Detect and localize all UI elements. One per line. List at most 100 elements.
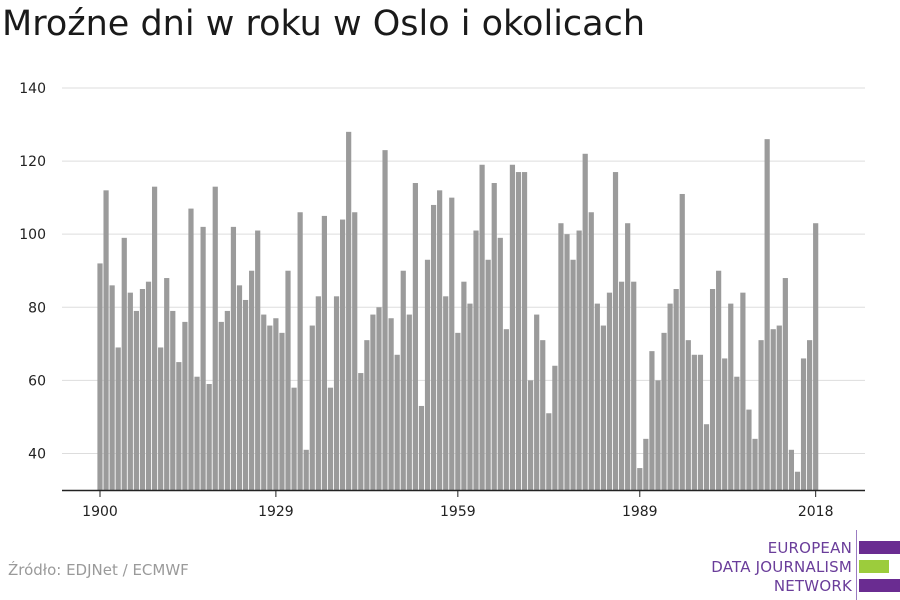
bar-1997	[685, 340, 691, 490]
bar-1941	[346, 131, 352, 490]
bar-1985	[612, 172, 619, 491]
bar-1933	[297, 212, 303, 490]
bar-1991	[649, 351, 655, 490]
bars	[97, 131, 819, 491]
bar-1951	[406, 314, 412, 490]
bar-2017	[807, 340, 813, 490]
bar-2000	[703, 424, 710, 490]
bar-1967	[503, 329, 509, 490]
x-tick-label: 1900	[82, 504, 118, 520]
bar-2015	[794, 471, 801, 490]
bar-1986	[618, 281, 625, 490]
bar-1925	[249, 270, 255, 490]
y-tick-label: 40	[28, 446, 46, 462]
bar-1965	[491, 183, 497, 490]
bar-1914	[182, 321, 188, 490]
bar-2006	[740, 292, 746, 490]
bar-1992	[655, 380, 661, 490]
bar-1995	[673, 289, 679, 490]
bar-1960	[461, 281, 467, 490]
logo-bar-2	[859, 560, 889, 573]
bar-1964	[485, 259, 491, 490]
y-tick-label: 140	[19, 81, 46, 97]
bar-1961	[467, 303, 473, 490]
x-tick-label: 1929	[258, 504, 294, 520]
bar-1926	[255, 230, 261, 490]
bar-1923	[236, 285, 243, 490]
y-axis-labels: 40 60 80 100 120 140	[19, 81, 46, 462]
bar-1915	[188, 208, 194, 490]
logo-line-1: EUROPEAN	[767, 539, 852, 557]
bar-1938	[327, 387, 334, 490]
x-axis-labels: 1900 1929 1959 1989 2018	[82, 490, 833, 520]
bar-1983	[600, 325, 606, 490]
bar-1944	[364, 340, 370, 490]
bar-1906	[133, 310, 139, 490]
bar-1994	[667, 303, 673, 490]
bar-1981	[588, 212, 594, 490]
bar-2009	[758, 340, 764, 490]
bar-1954	[424, 259, 431, 490]
bar-1962	[473, 230, 479, 490]
bar-1924	[242, 299, 249, 490]
bar-2012	[776, 325, 782, 490]
bar-1957	[443, 296, 449, 490]
bar-1968	[509, 164, 516, 490]
bar-2001	[709, 289, 716, 490]
bar-1949	[394, 354, 400, 490]
y-tick-label: 120	[19, 154, 46, 170]
bar-1953	[418, 405, 425, 490]
bar-1952	[412, 183, 418, 490]
bar-1919	[212, 186, 218, 491]
bar-1984	[606, 292, 613, 490]
bar-1945	[370, 314, 376, 490]
bar-2011	[770, 329, 776, 490]
bar-2003	[722, 358, 728, 490]
bar-1947	[382, 150, 388, 490]
bar-1972	[534, 314, 540, 490]
bar-1912	[170, 310, 176, 490]
bar-1903	[115, 347, 121, 490]
y-tick-label: 100	[19, 227, 46, 243]
bar-1990	[643, 438, 649, 490]
bar-1996	[679, 193, 685, 491]
bar-1999	[697, 354, 704, 490]
y-tick-label: 80	[28, 300, 46, 316]
bar-1950	[400, 270, 406, 490]
bar-2008	[752, 438, 758, 490]
bar-1900	[97, 263, 103, 490]
logo-bar-3	[859, 579, 900, 592]
bar-1907	[139, 289, 146, 490]
bar-1937	[321, 215, 327, 490]
source-note: Źródło: EDJNet / ECMWF	[8, 561, 189, 579]
bar-1993	[661, 332, 667, 490]
bar-1901	[103, 190, 109, 490]
bar-1928	[267, 325, 273, 490]
edjnet-logo: EUROPEAN DATA JOURNALISM NETWORK	[704, 530, 900, 600]
bar-1939	[333, 296, 340, 490]
bar-1948	[388, 318, 394, 490]
bar-1975	[552, 365, 558, 490]
bar-1910	[158, 347, 164, 490]
bar-1988	[631, 281, 637, 490]
bar-2007	[746, 409, 752, 490]
logo-bar-1	[859, 541, 900, 554]
bar-1998	[691, 354, 697, 490]
bar-1946	[376, 307, 382, 490]
bar-1936	[315, 296, 321, 490]
bar-1911	[164, 278, 170, 490]
bar-2013	[782, 278, 788, 490]
bar-1976	[558, 223, 564, 490]
bar-1917	[200, 226, 206, 490]
bar-2004	[728, 303, 734, 490]
bar-1989	[637, 468, 643, 490]
x-tick-label: 2018	[798, 504, 834, 520]
bar-1922	[230, 226, 237, 490]
y-tick-label: 60	[28, 373, 46, 389]
x-tick-label: 1989	[622, 504, 658, 520]
bar-1921	[224, 310, 230, 490]
bar-1980	[582, 153, 588, 490]
bar-1935	[309, 325, 315, 490]
bar-1969	[515, 172, 522, 491]
bar-2010	[764, 139, 770, 490]
